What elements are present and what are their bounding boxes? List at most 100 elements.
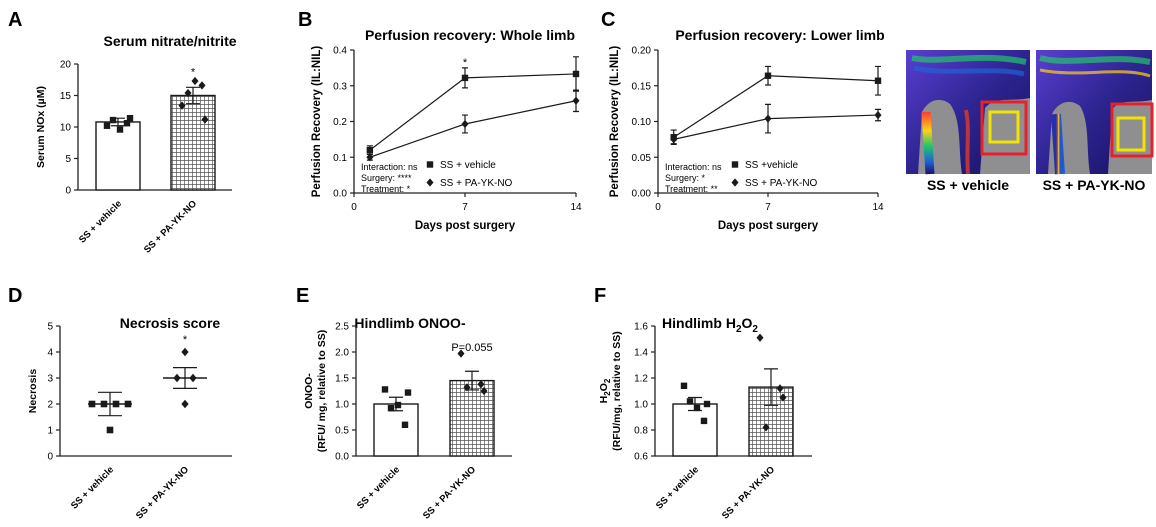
series-line xyxy=(673,75,879,138)
y-tick-label: 2.5 xyxy=(335,322,349,333)
data-point xyxy=(103,122,111,129)
legend-label: SS + vehicle xyxy=(440,160,496,171)
y-tick-label: 0.3 xyxy=(333,81,347,92)
y-tick-label: 0.20 xyxy=(632,46,652,57)
y-tick-label: 0.15 xyxy=(632,81,652,92)
y-axis-label: Perfusion Recovery (IL:NIL) xyxy=(609,46,621,198)
data-point xyxy=(401,421,409,428)
panel-d: D Necrosis score 0 1 2 3 4 5 Necrosis SS + vehicl… xyxy=(8,285,232,521)
panel-b: B Perfusion recovery: Whole limb 0.0 0.1 0.2… xyxy=(298,9,582,232)
data-point xyxy=(700,417,708,425)
data-point xyxy=(404,389,412,396)
data-point xyxy=(184,88,192,98)
data-point xyxy=(461,119,469,129)
series-1 xyxy=(366,56,580,155)
category-label: SS + vehicle xyxy=(77,198,124,245)
legend-marker xyxy=(426,161,434,168)
y-tick-label: 0.00 xyxy=(632,189,652,200)
stats-text: Interaction: ns xyxy=(665,162,722,172)
legend-label: SS + PA-YK-NO xyxy=(440,178,513,189)
category-label: SS + PA-YK-NO xyxy=(134,464,191,521)
bar-group-1 xyxy=(95,114,141,191)
y-tick-label: 1.4 xyxy=(634,348,648,359)
y-tick-label: 15 xyxy=(60,91,72,102)
data-point xyxy=(123,120,131,127)
significance-marker: * xyxy=(183,334,188,346)
bar-group-1 xyxy=(672,382,718,457)
y-tick-label: 1.5 xyxy=(335,374,349,385)
panel-a: A Serum nitrate/nitrite 0 5 10 15 20 Serum NOx … xyxy=(8,9,237,255)
image-caption-vehicle: SS + vehicle xyxy=(927,177,1009,193)
y-axis-label: ONOO- xyxy=(303,373,315,409)
category-label: SS + PA-YK-NO xyxy=(142,198,199,255)
x-tick-label: 14 xyxy=(570,202,582,213)
y-tick-label: 0.0 xyxy=(333,189,347,200)
data-point xyxy=(201,115,209,124)
y-tick-label: 0.05 xyxy=(632,153,652,164)
group-2: * xyxy=(163,334,207,409)
data-point xyxy=(366,153,374,162)
data-point xyxy=(366,146,374,154)
significance-marker: * xyxy=(463,57,468,69)
data-point xyxy=(874,110,882,120)
panel-f: F Hindlimb H2O2 0.6 0.8 1.0 1.2 1.4 1.6 H2O2 (RFU… xyxy=(594,285,812,521)
x-tick-label: 7 xyxy=(765,202,771,213)
stats-text: Interaction: ns xyxy=(361,162,418,172)
data-point xyxy=(572,96,580,105)
series-line xyxy=(369,100,577,158)
axes: 0.6 0.8 1.0 1.2 1.4 1.6 xyxy=(634,322,812,463)
data-point xyxy=(680,382,688,389)
data-point xyxy=(764,72,772,79)
y-axis-label: Necrosis xyxy=(27,369,39,414)
data-point xyxy=(776,384,784,393)
panel-title: Perfusion recovery: Lower limb xyxy=(675,27,884,43)
data-point xyxy=(189,373,197,383)
panel-letter: A xyxy=(8,9,22,31)
data-point xyxy=(124,400,132,408)
category-label: SS + vehicle xyxy=(654,464,701,511)
y-tick-label: 2 xyxy=(47,400,53,411)
significance-marker: * xyxy=(191,66,196,78)
y-tick-label: 0.1 xyxy=(333,153,347,164)
data-point xyxy=(198,81,206,90)
data-point xyxy=(670,135,678,144)
y-axis-label: Serum NOx (µM) xyxy=(35,86,47,168)
data-point xyxy=(112,400,120,408)
panel-letter: B xyxy=(298,9,312,31)
data-point xyxy=(463,383,471,392)
data-point xyxy=(394,401,402,409)
data-point xyxy=(88,400,96,408)
axes: 0.00 0.05 0.10 0.15 0.20 0 7 14 xyxy=(632,46,884,214)
bar xyxy=(170,94,216,191)
panel-title: Necrosis score xyxy=(120,315,221,331)
legend-marker xyxy=(731,178,739,187)
error-bar xyxy=(173,367,197,389)
data-point xyxy=(572,70,580,78)
series-2 xyxy=(670,103,882,145)
data-point xyxy=(381,386,389,393)
data-point xyxy=(387,404,395,412)
data-point xyxy=(100,400,108,408)
y-tick-label: 3 xyxy=(47,374,53,385)
data-point xyxy=(106,426,114,434)
legend-entry: SS + PA-YK-NO xyxy=(426,178,513,189)
stats-text: Treatment: ** xyxy=(665,184,718,194)
data-point xyxy=(693,404,701,412)
data-point xyxy=(173,373,181,383)
legend-entry: SS +vehicle xyxy=(731,160,799,171)
significance-marker: P=0.055 xyxy=(451,342,492,354)
y-tick-label: 1 xyxy=(47,426,53,437)
category-label: SS + vehicle xyxy=(69,464,116,511)
y-tick-label: 0 xyxy=(47,452,53,463)
bar-group-2: P=0.055 xyxy=(449,342,495,457)
data-point xyxy=(461,74,469,82)
image-caption-pa-yk-no: SS + PA-YK-NO xyxy=(1043,177,1146,193)
roi-lower-limb-box xyxy=(1116,116,1146,152)
data-point xyxy=(457,349,465,358)
y-tick-label: 1.2 xyxy=(634,374,648,385)
y-tick-label: 0.2 xyxy=(333,117,347,128)
data-point xyxy=(477,380,485,389)
bar xyxy=(373,403,419,457)
